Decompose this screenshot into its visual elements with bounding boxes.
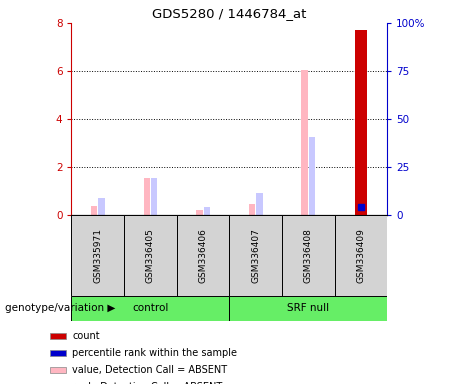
Bar [229,296,387,321]
Bar [71,296,229,321]
Bar [177,215,229,296]
Text: value, Detection Call = ABSENT: value, Detection Call = ABSENT [72,365,228,375]
Text: SRF null: SRF null [287,303,329,313]
Text: GSM336407: GSM336407 [251,228,260,283]
Text: GSM336408: GSM336408 [304,228,313,283]
Text: percentile rank within the sample: percentile rank within the sample [72,348,237,358]
Bar [196,210,202,215]
Bar [355,30,367,215]
Bar [143,178,150,215]
Bar [282,215,335,296]
Title: GDS5280 / 1446784_at: GDS5280 / 1446784_at [152,7,307,20]
Text: GSM336406: GSM336406 [199,228,207,283]
Text: genotype/variation ▶: genotype/variation ▶ [5,303,115,313]
Bar [249,204,255,215]
Text: count: count [72,331,100,341]
Bar [229,215,282,296]
Bar [91,206,97,215]
Bar [50,350,66,356]
Bar [98,198,105,215]
Bar [71,215,124,296]
Text: GSM336405: GSM336405 [146,228,155,283]
Text: GSM336409: GSM336409 [356,228,366,283]
Bar [335,215,387,296]
Bar [50,333,66,339]
Bar [301,70,308,215]
Bar [256,193,262,215]
Text: rank, Detection Call = ABSENT: rank, Detection Call = ABSENT [72,382,223,384]
Bar [204,207,210,215]
Bar [151,178,157,215]
Text: GSM335971: GSM335971 [93,228,102,283]
Text: control: control [132,303,169,313]
Bar [124,215,177,296]
Bar [309,137,315,215]
Bar [50,367,66,373]
